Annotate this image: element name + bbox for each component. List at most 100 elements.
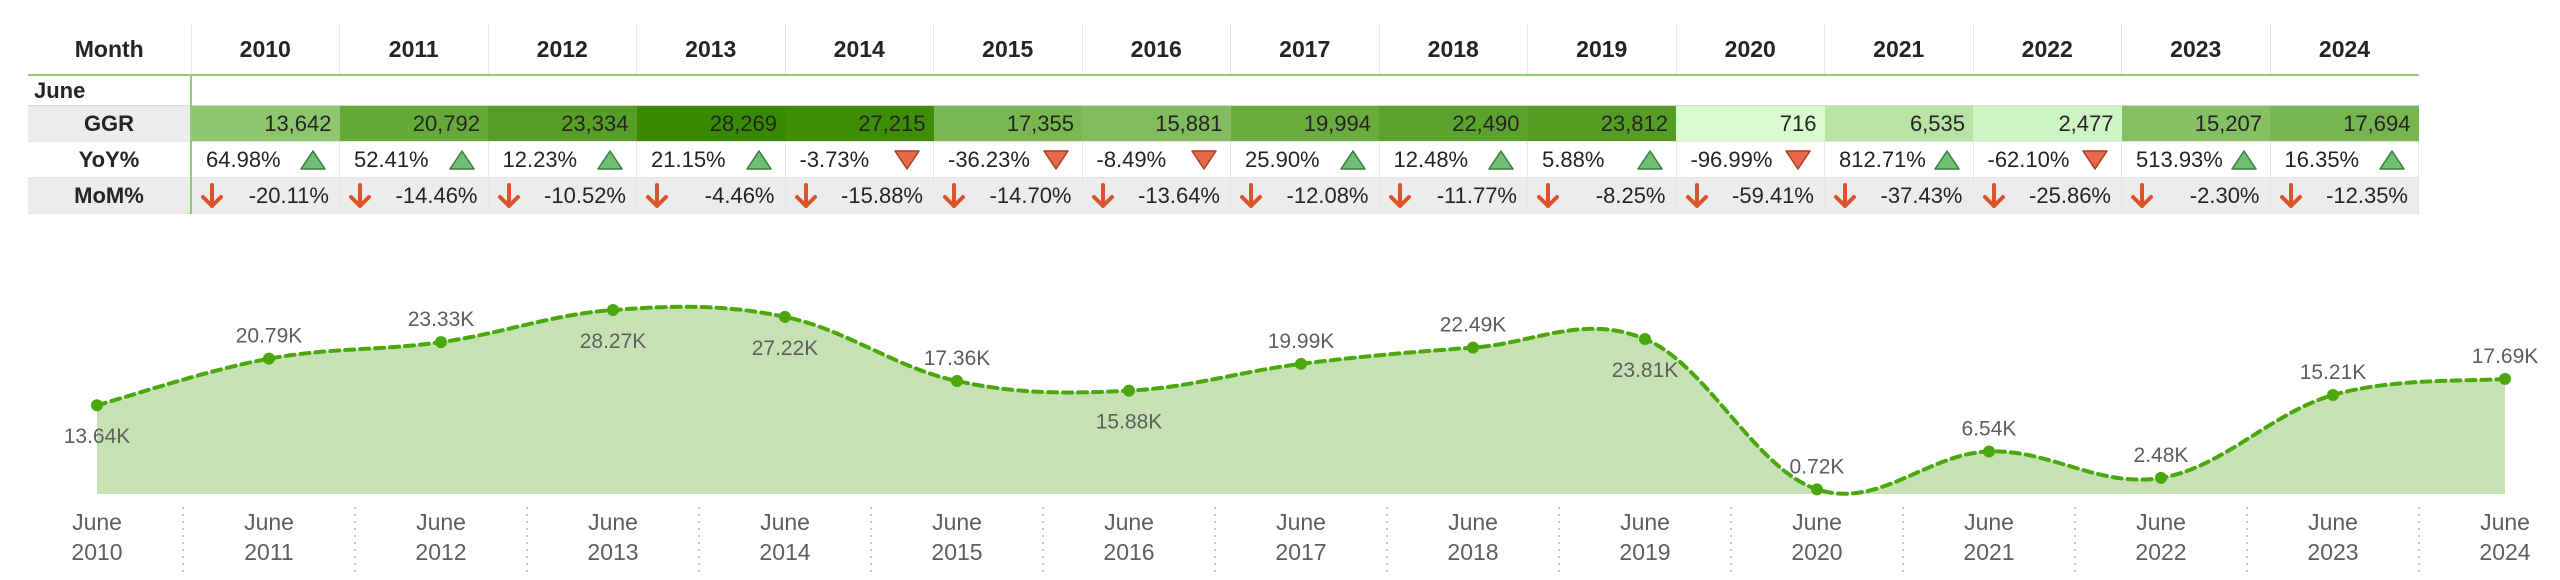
column-header-year[interactable]: 2023 bbox=[2121, 24, 2271, 76]
column-header-year[interactable]: 2013 bbox=[636, 24, 786, 76]
data-point[interactable] bbox=[1983, 445, 1995, 458]
column-header-year[interactable]: 2022 bbox=[1973, 24, 2122, 76]
column-header-year[interactable]: 2015 bbox=[933, 24, 1083, 76]
yoy-value-cell[interactable]: -96.99% bbox=[1676, 141, 1825, 178]
data-point[interactable] bbox=[1467, 341, 1479, 354]
ggr-value-cell[interactable]: 27,215 bbox=[785, 105, 934, 142]
triangle-up-icon bbox=[300, 149, 326, 170]
triangle-down-icon bbox=[1785, 149, 1811, 170]
ggr-value-cell[interactable]: 2,477 bbox=[1973, 105, 2122, 142]
mom-value-cell[interactable]: -12.35% bbox=[2270, 177, 2419, 214]
yoy-value: 5.88% bbox=[1542, 146, 1605, 172]
x-tick-label-month: June bbox=[932, 509, 982, 535]
column-header-year[interactable]: 2016 bbox=[1082, 24, 1231, 76]
arrow-down-icon bbox=[1834, 182, 1856, 208]
arrow-down-icon bbox=[1240, 182, 1262, 208]
data-point[interactable] bbox=[1639, 333, 1651, 346]
yoy-value-cell[interactable]: 52.41% bbox=[339, 141, 489, 178]
data-point[interactable] bbox=[607, 304, 619, 317]
x-tick-label-year: 2022 bbox=[2135, 539, 2186, 565]
ggr-value-cell[interactable]: 28,269 bbox=[636, 105, 785, 142]
data-point[interactable] bbox=[1811, 483, 1823, 496]
mom-value: -11.77% bbox=[1436, 182, 1517, 208]
yoy-value-cell[interactable]: -62.10% bbox=[1973, 141, 2122, 178]
data-point[interactable] bbox=[2327, 389, 2339, 402]
ggr-value-cell[interactable]: 23,812 bbox=[1527, 105, 1676, 142]
arrow-down-icon bbox=[1537, 182, 1559, 208]
column-header-year[interactable]: 2020 bbox=[1676, 24, 1825, 76]
yoy-value-cell[interactable]: 21.15% bbox=[636, 141, 786, 178]
ggr-value-cell[interactable]: 716 bbox=[1676, 105, 1825, 142]
mom-value-cell[interactable]: -13.64% bbox=[1082, 177, 1231, 214]
column-header-year[interactable]: 2014 bbox=[785, 24, 934, 76]
series-line-ggr bbox=[95, 304, 2507, 496]
data-label: 20.79K bbox=[236, 325, 303, 348]
column-header-year[interactable]: 2021 bbox=[1824, 24, 1974, 76]
yoy-value-cell[interactable]: -8.49% bbox=[1082, 141, 1231, 178]
column-header-year[interactable]: 2010 bbox=[191, 24, 340, 76]
mom-value-cell[interactable]: -10.52% bbox=[488, 177, 637, 214]
group-row-june: June bbox=[28, 75, 2419, 106]
mom-value-cell[interactable]: -59.41% bbox=[1676, 177, 1825, 214]
ggr-value-cell[interactable]: 6,535 bbox=[1824, 105, 1973, 142]
triangle-down-icon bbox=[1191, 149, 1217, 170]
x-tick-label-month: June bbox=[588, 509, 638, 535]
column-header-year[interactable]: 2018 bbox=[1379, 24, 1528, 76]
data-point[interactable] bbox=[779, 310, 791, 323]
data-point[interactable] bbox=[951, 375, 963, 388]
data-point[interactable] bbox=[91, 399, 103, 412]
column-header-year[interactable]: 2017 bbox=[1230, 24, 1380, 76]
ggr-value-cell[interactable]: 15,207 bbox=[2121, 105, 2270, 142]
mom-value-cell[interactable]: -14.46% bbox=[339, 177, 489, 214]
data-point[interactable] bbox=[1295, 357, 1307, 370]
column-header-year[interactable]: 2024 bbox=[2270, 24, 2419, 76]
arrow-down-icon bbox=[349, 182, 371, 208]
ggr-value-cell[interactable]: 17,694 bbox=[2270, 105, 2419, 142]
yoy-value-cell[interactable]: 64.98% bbox=[191, 141, 340, 178]
mom-value-cell[interactable]: -4.46% bbox=[636, 177, 786, 214]
ggr-value-cell[interactable]: 20,792 bbox=[339, 105, 488, 142]
ggr-value-cell[interactable]: 15,881 bbox=[1082, 105, 1231, 142]
mom-value-cell[interactable]: -2.30% bbox=[2121, 177, 2271, 214]
yoy-value-cell[interactable]: 12.23% bbox=[488, 141, 637, 178]
mom-value-cell[interactable]: -25.86% bbox=[1973, 177, 2122, 214]
ggr-value-cell[interactable]: 17,355 bbox=[933, 105, 1082, 142]
data-point[interactable] bbox=[263, 352, 275, 365]
group-label[interactable]: June bbox=[28, 75, 192, 106]
mom-value-cell[interactable]: -37.43% bbox=[1824, 177, 1974, 214]
yoy-value-cell[interactable]: 5.88% bbox=[1527, 141, 1677, 178]
mom-value-cell[interactable]: -14.70% bbox=[933, 177, 1083, 214]
data-point[interactable] bbox=[435, 336, 447, 349]
ggr-value-cell[interactable]: 22,490 bbox=[1379, 105, 1528, 142]
ggr-value-cell[interactable]: 23,334 bbox=[488, 105, 637, 142]
arrow-down-icon bbox=[497, 182, 520, 208]
column-header-year[interactable]: 2011 bbox=[339, 24, 489, 76]
column-header-year[interactable]: 2019 bbox=[1527, 24, 1677, 76]
data-label: 17.36K bbox=[924, 347, 991, 370]
mom-value-cell[interactable]: -12.08% bbox=[1230, 177, 1380, 214]
ggr-value-cell[interactable]: 13,642 bbox=[191, 105, 340, 142]
ggr-value-cell[interactable]: 19,994 bbox=[1230, 105, 1379, 142]
data-point[interactable] bbox=[2155, 471, 2167, 484]
data-point[interactable] bbox=[2499, 372, 2511, 385]
yoy-value-cell[interactable]: 12.48% bbox=[1379, 141, 1528, 178]
triangle-up-icon bbox=[1488, 149, 1514, 170]
yoy-value-cell[interactable]: 16.35% bbox=[2270, 141, 2419, 178]
mom-value: -20.11% bbox=[248, 182, 329, 208]
mom-value-cell[interactable]: -20.11% bbox=[191, 177, 340, 214]
mom-value-cell[interactable]: -8.25% bbox=[1527, 177, 1677, 214]
yoy-value-cell[interactable]: -3.73% bbox=[785, 141, 934, 178]
yoy-value-cell[interactable]: -36.23% bbox=[933, 141, 1083, 178]
column-header-year[interactable]: 2012 bbox=[488, 24, 637, 76]
arrow-down-icon bbox=[943, 182, 965, 208]
group-row-cell bbox=[2121, 75, 2270, 106]
yoy-value-cell[interactable]: 513.93% bbox=[2121, 141, 2271, 178]
data-point[interactable] bbox=[1123, 384, 1135, 397]
mom-value-cell[interactable]: -11.77% bbox=[1379, 177, 1528, 214]
column-header-month[interactable]: Month bbox=[28, 24, 192, 76]
yoy-value-cell[interactable]: 812.71% bbox=[1824, 141, 1974, 178]
ggr-area-chart: 13.64K June 2010 20.79K June 2011 23.33K June 20… bbox=[64, 304, 2538, 572]
yoy-value-cell[interactable]: 25.90% bbox=[1230, 141, 1380, 178]
mom-value-cell[interactable]: -15.88% bbox=[785, 177, 934, 214]
triangle-up-icon bbox=[2379, 149, 2405, 170]
